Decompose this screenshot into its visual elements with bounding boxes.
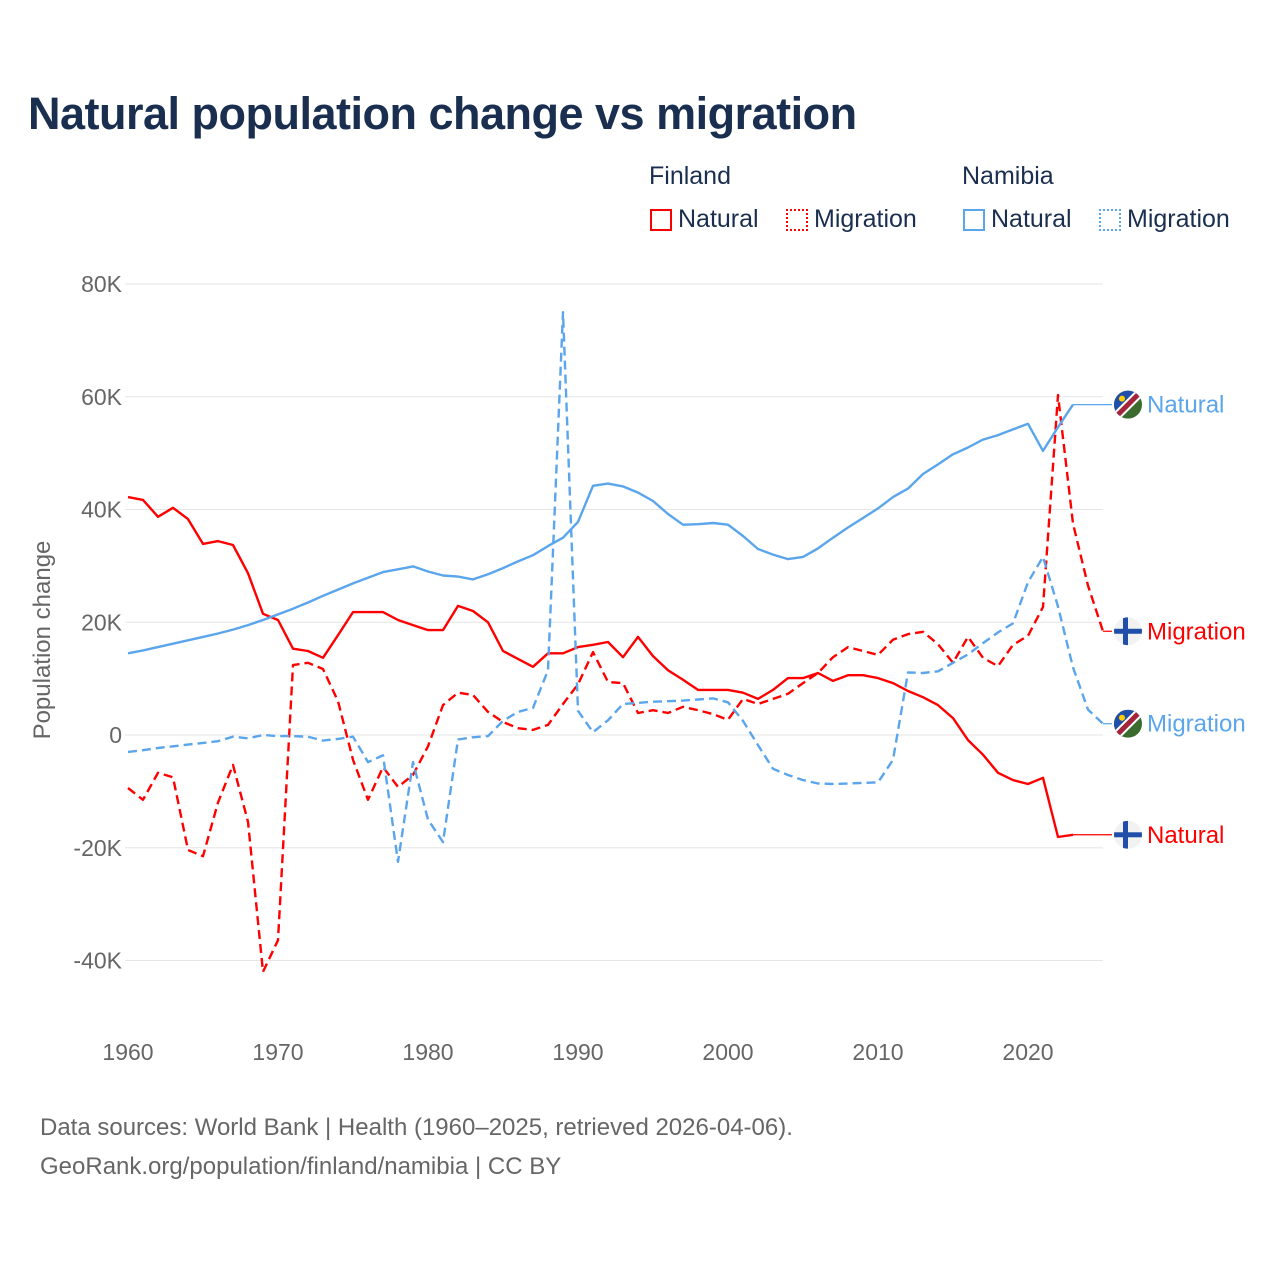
namibia-migration-line xyxy=(127,311,1104,863)
finland-flag-icon xyxy=(1114,820,1142,849)
y-tick-label: 0 xyxy=(109,722,122,748)
legend-label: Natural xyxy=(991,205,1072,233)
y-tick-label: 20K xyxy=(81,609,123,635)
end-label: Natural xyxy=(1147,822,1224,849)
finland-migration-line xyxy=(127,393,1105,973)
end-label: Natural xyxy=(1147,392,1224,419)
dotted-swatch-icon xyxy=(1099,208,1121,231)
x-tick-label: 2020 xyxy=(1002,1039,1053,1065)
x-tick-label: 1960 xyxy=(102,1039,153,1065)
x-tick-label: 1980 xyxy=(402,1039,453,1065)
legend-label: Natural xyxy=(678,205,759,233)
legend-label: Migration xyxy=(1127,205,1230,233)
legend-namibia-natural[interactable]: Natural xyxy=(963,205,1072,234)
namibia-flag-icon xyxy=(1114,390,1142,419)
legend-finland-natural[interactable]: Natural xyxy=(650,205,759,234)
x-tick-label: 1990 xyxy=(552,1039,603,1065)
legend-group-namibia: Namibia xyxy=(962,162,1054,190)
y-tick-label: -40K xyxy=(73,948,122,974)
dotted-swatch-icon xyxy=(786,208,808,231)
y-tick-label: 40K xyxy=(81,497,123,523)
finland-flag-icon xyxy=(1114,617,1142,646)
y-tick-label: 60K xyxy=(81,384,123,410)
legend-finland-migration[interactable]: Migration xyxy=(786,205,917,234)
y-axis-label: Population change xyxy=(29,541,56,740)
y-tick-label: 80K xyxy=(81,271,123,297)
legend-label: Migration xyxy=(814,205,917,233)
legend-group-finland: Finland xyxy=(649,162,731,190)
chart-title: Natural population change vs migration xyxy=(28,88,857,139)
x-tick-label: 2010 xyxy=(852,1039,903,1065)
footer: Data sources: World Bank | Health (1960–… xyxy=(40,1108,793,1186)
namibia-flag-icon xyxy=(1114,709,1142,738)
solid-swatch-icon xyxy=(963,208,985,231)
source-link[interactable]: GeoRank.org/population/finland/namibia |… xyxy=(40,1153,562,1180)
x-tick-label: 1970 xyxy=(252,1039,303,1065)
source-note: Data sources: World Bank | Health (1960–… xyxy=(40,1114,793,1141)
finland-natural-line xyxy=(127,495,1074,839)
y-tick-label: -20K xyxy=(73,835,122,861)
legend-namibia-migration[interactable]: Migration xyxy=(1099,205,1230,234)
namibia-natural-line xyxy=(127,403,1074,655)
x-tick-label: 2000 xyxy=(702,1039,753,1065)
end-label: Migration xyxy=(1147,618,1246,645)
end-label: Migration xyxy=(1147,711,1246,738)
solid-swatch-icon xyxy=(650,208,672,231)
